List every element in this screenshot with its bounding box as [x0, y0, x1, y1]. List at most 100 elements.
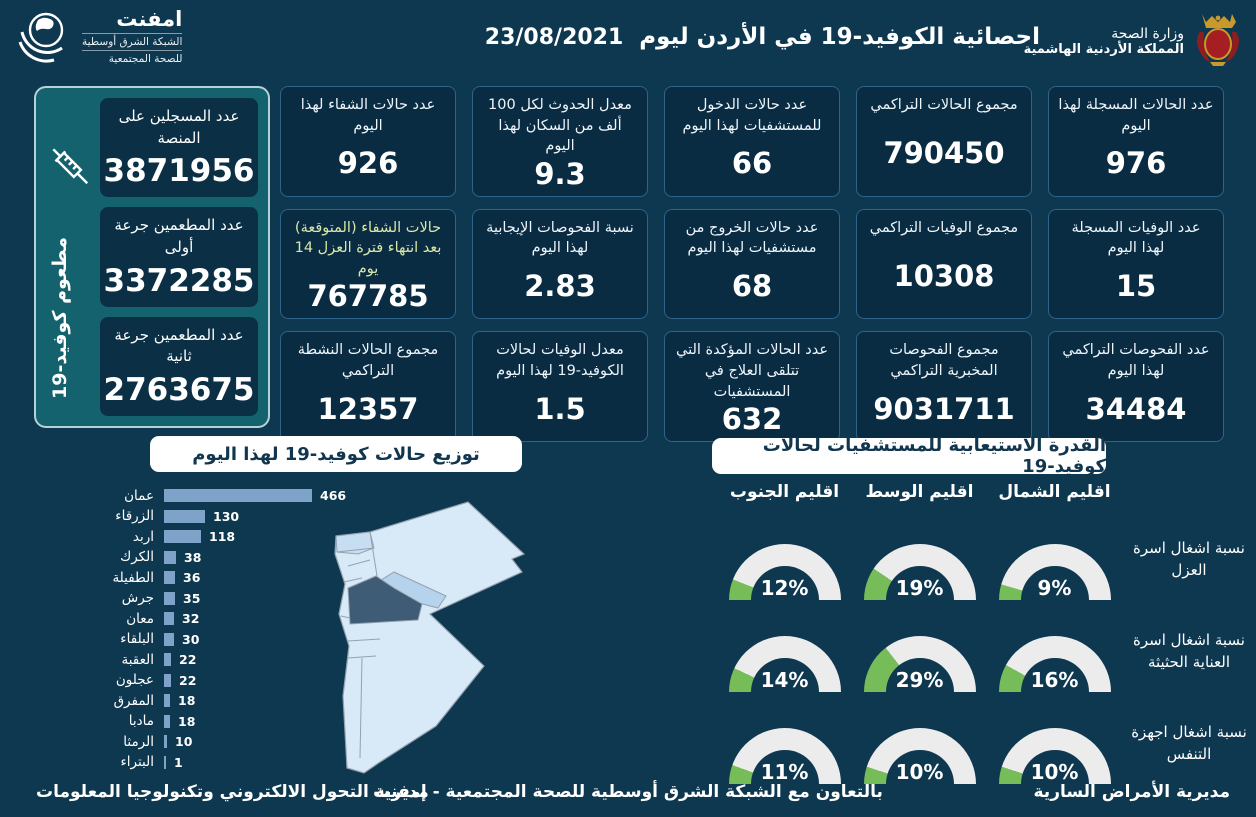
bar	[164, 571, 175, 585]
gauge-percent: 11%	[760, 760, 809, 784]
footer-center: بالتعاون مع الشبكة الشرق أوسطية للصحة ال…	[373, 782, 883, 802]
stat-card-label: عدد الوفيات المسجلة لهذا اليوم	[1071, 219, 1201, 257]
gauge-percent: 12%	[760, 576, 809, 600]
map-country	[334, 501, 526, 774]
bar-row: البتراء 1	[36, 754, 366, 770]
stat-card-value: 790450	[883, 136, 1005, 171]
gauge-cell: 9%	[987, 518, 1122, 600]
bar	[164, 632, 174, 646]
bar	[164, 673, 171, 687]
stat-card: مجموع الحالات النشطة التراكمي 12357	[280, 331, 456, 443]
stat-card: معدل الحدوث لكل 100 ألف من السكان لهذا ا…	[472, 86, 648, 197]
stat-card: عدد حالات الخروج من مستشفيات لهذا اليوم 6…	[664, 208, 840, 320]
stat-card-label: عدد حالات الدخول للمستشفيات لهذا اليوم	[682, 97, 822, 134]
stat-card-value: 976	[1105, 146, 1167, 181]
stat-card: نسبة الفحوصات الإيجابية لهذا اليوم 2.83	[472, 208, 648, 320]
gauge-region-header: اقليم الوسط	[865, 482, 974, 502]
stat-card-value: 68	[731, 269, 773, 304]
bar-row: اربد 118	[36, 528, 366, 545]
gauge-percent: 16%	[1030, 668, 1079, 692]
bar-value: 22	[179, 652, 197, 668]
gauge-row-label: نسبة اشغال اجهزة التنفس	[1131, 722, 1247, 764]
stat-card: مجموع الفحوصات المخبرية التراكمي 9031711	[856, 331, 1032, 443]
bar-category-label: العقبة	[121, 651, 154, 668]
stat-card-value: 12357	[317, 391, 419, 426]
bar-category-label: الطفيلة	[112, 569, 154, 586]
bar	[164, 653, 171, 667]
stat-card-label: حالات الشفاء (المتوقعة) بعد انتهاء فترة …	[294, 219, 442, 277]
stat-card: عدد حالات الشفاء لهذا اليوم 926	[280, 86, 456, 197]
stat-card-value: 1.5	[534, 391, 586, 426]
gauge-percent: 14%	[760, 668, 809, 692]
stat-card: عدد الفحوصات التراكمي لهذا اليوم 34484	[1048, 331, 1224, 443]
bar-value: 1	[174, 754, 183, 770]
stat-card-value: 66	[731, 146, 773, 181]
stat-card-label: نسبة الفحوصات الإيجابية لهذا اليوم	[486, 219, 634, 257]
stat-card: عدد الحالات المؤكدة التي تتلقى العلاج في…	[664, 331, 840, 443]
vaccination-card-label: عدد المسجلين على المنصة	[118, 107, 240, 147]
gauge: 14%	[728, 636, 841, 692]
map-region-north	[335, 531, 375, 555]
bar-category-label: اربد	[132, 528, 154, 545]
bar-row: عمان 466	[36, 487, 366, 504]
stat-card: مجموع الوفيات التراكمي 10308	[856, 208, 1032, 320]
stat-card-value: 9031711	[873, 391, 1015, 426]
bar-category-label: الرمثا	[123, 733, 154, 750]
bar-chart-title: توزيع حالات كوفيد-19 لهذا اليوم	[150, 436, 522, 472]
gauge-percent: 10%	[1030, 760, 1079, 784]
bar-value: 18	[178, 713, 196, 729]
gauge: 9%	[998, 544, 1111, 600]
bar-category-label: الكرك	[120, 549, 154, 566]
bar-row: جرش 35	[36, 590, 366, 607]
moh-line1: وزارة الصحة	[1111, 25, 1184, 42]
emphnet-line1: الشبكة الشرق أوسطية	[82, 33, 183, 48]
bar-category-label: مادبا	[128, 713, 154, 730]
bar	[164, 612, 174, 626]
bar-category-label: جرش	[121, 590, 154, 607]
gauge-cell: 16%	[987, 610, 1122, 692]
bar	[164, 489, 312, 503]
emphnet-logo: امفنت الشبكة الشرق أوسطية للصحة المجتمعي…	[16, 6, 183, 66]
bar-value: 22	[179, 672, 197, 688]
capacity-gauges: اقليم الشمال اقليم الوسط اقليم الجنوب نسبة …	[712, 482, 1252, 784]
gauge-percent: 9%	[1037, 576, 1072, 600]
page-title: احصائية الكوفيد-19 في الأردن ليوم 23/08/…	[485, 24, 1040, 50]
gauge: 19%	[863, 544, 976, 600]
bar-row: الطفيلة 36	[36, 569, 366, 586]
stat-card-value: 9.3	[534, 156, 586, 191]
bar-value: 30	[182, 631, 200, 647]
bar-value: 38	[184, 549, 202, 565]
stat-card-label: عدد الحالات المؤكدة التي تتلقى العلاج في…	[675, 342, 829, 400]
stat-card-value: 767785	[307, 279, 429, 314]
stat-card-label: عدد الحالات المسجلة لهذا اليوم	[1058, 97, 1214, 134]
gauge-percent: 10%	[895, 760, 944, 784]
bar-category-label: عجلون	[115, 672, 154, 689]
stat-card-label: مجموع الوفيات التراكمي	[869, 219, 1019, 236]
bar-row: البلقاء 30	[36, 631, 366, 647]
moh-logo: وزارة الصحة المملكة الأردنية الهاشمية	[1024, 12, 1244, 70]
emphnet-line2: للصحة المجتمعية	[82, 50, 183, 65]
gauge: 12%	[728, 544, 841, 600]
gauge-header-spacer	[1122, 482, 1252, 508]
stat-card: عدد الوفيات المسجلة لهذا اليوم 15	[1048, 208, 1224, 320]
report-date: 23/08/2021	[484, 25, 624, 50]
vaccination-card-label: عدد المطعمين جرعة ثانية	[114, 325, 244, 366]
gauge: 16%	[998, 636, 1111, 692]
stat-card-value: 15	[1115, 269, 1157, 304]
jordan-map	[334, 501, 526, 774]
vaccination-card-value: 3871956	[103, 153, 255, 190]
jordan-crest-icon	[1197, 14, 1239, 66]
gauge: 29%	[863, 636, 976, 692]
gauge-cell: 11%	[717, 702, 852, 784]
bar-row: معان 32	[36, 611, 366, 627]
gauge: 10%	[863, 728, 976, 784]
vaccination-card-value: 3372285	[103, 262, 255, 299]
stats-grid: عدد الحالات المسجلة لهذا اليوم 976 مجموع ا…	[280, 86, 1224, 443]
bar	[164, 735, 167, 749]
stat-card: معدل الوفيات لحالات الكوفيد-19 لهذا اليو…	[472, 331, 648, 443]
bar	[164, 714, 170, 728]
bar-category-label: عمان	[124, 487, 154, 504]
stat-card-label: معدل الحدوث لكل 100 ألف من السكان لهذا ا…	[488, 97, 632, 155]
stat-card: عدد حالات الدخول للمستشفيات لهذا اليوم 66	[664, 86, 840, 197]
